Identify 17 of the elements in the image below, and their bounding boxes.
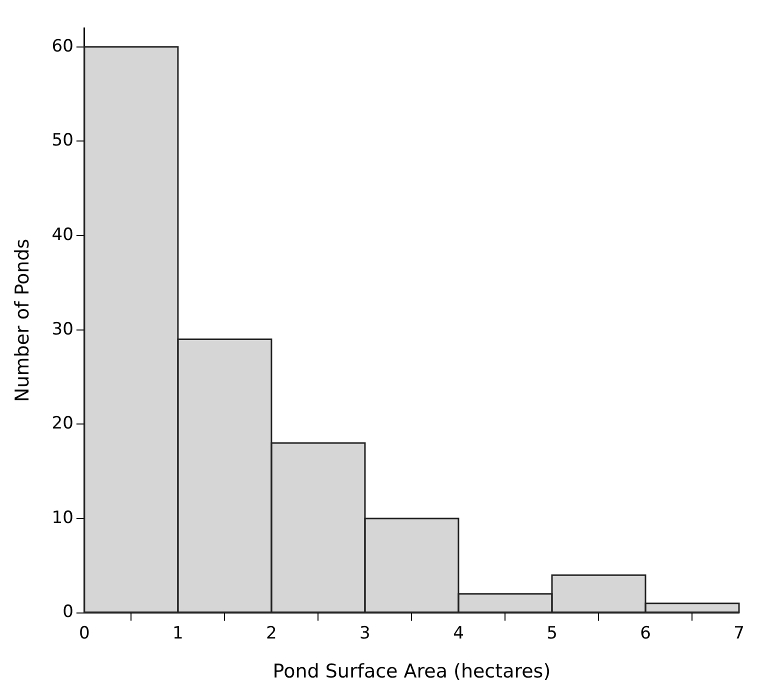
y-tick-label: 40 [52, 224, 74, 245]
y-tick-label: 10 [52, 508, 74, 528]
x-tick-label: 7 [734, 623, 744, 644]
y-tick-label: 30 [52, 319, 74, 340]
x-tick-label: 0 [79, 623, 90, 644]
y-tick-label: 50 [52, 130, 74, 151]
x-tick-label: 4 [453, 623, 464, 644]
x-axis-title: Pond Surface Area (hectares) [272, 660, 551, 683]
y-tick-label: 20 [52, 414, 74, 434]
x-tick-label: 1 [172, 623, 184, 644]
y-tick-label: 0 [62, 602, 74, 622]
x-tick-label: 3 [360, 623, 370, 644]
y-axis-title: Number of Ponds [11, 238, 34, 402]
x-tick-label: 6 [640, 623, 651, 644]
y-tick-label: 60 [52, 36, 74, 56]
x-tick-label: 5 [546, 623, 558, 644]
x-tick-label: 2 [266, 623, 277, 644]
